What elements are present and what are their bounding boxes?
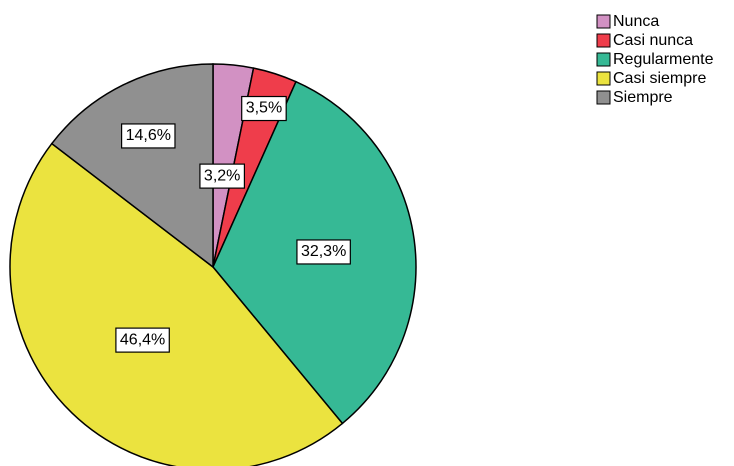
legend-label: Casi nunca [613,32,693,49]
legend-label: Siempre [613,89,673,106]
data-label-text: 46,4% [120,331,165,348]
legend-label: Regularmente [613,51,714,68]
legend-label: Nunca [613,13,659,30]
data-label: 46,4% [116,328,169,352]
data-label: 3,5% [242,97,286,121]
legend-swatch [597,72,610,85]
data-label: 14,6% [122,124,175,148]
legend-label: Casi siempre [613,70,706,87]
data-label: 3,2% [200,164,244,188]
legend-swatch [597,34,610,47]
data-label-text: 3,5% [246,100,282,117]
data-label-text: 14,6% [126,127,171,144]
legend-swatch [597,53,610,66]
legend-swatch [597,15,610,28]
data-label: 32,3% [297,240,350,264]
data-label-text: 32,3% [301,243,346,260]
legend-swatch [597,91,610,104]
data-label-text: 3,2% [204,167,240,184]
chart: 3,2% 3,5% 32,3% 46,4% 14,6% Nunca Casi nunca Re… [0,0,734,466]
